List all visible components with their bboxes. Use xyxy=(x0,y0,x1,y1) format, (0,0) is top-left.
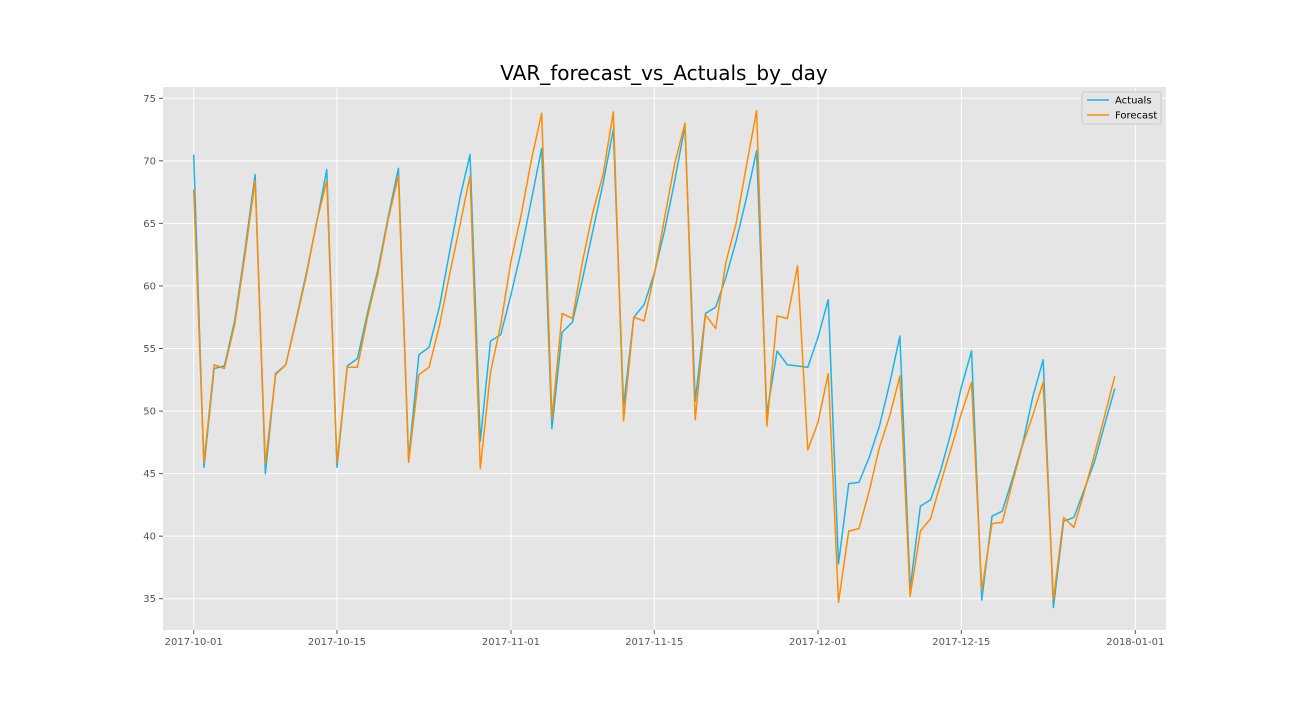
plot-area xyxy=(163,87,1166,630)
x-tick-label: 2017-11-15 xyxy=(625,637,683,648)
series-line-forecast xyxy=(192,110,1116,604)
y-tick-label: 65 xyxy=(143,219,156,230)
x-tick-label: 2017-12-15 xyxy=(932,637,990,648)
x-tick-label: 2017-11-01 xyxy=(482,637,540,648)
x-tick-label: 2018-01-01 xyxy=(1106,637,1164,648)
legend-label-forecast: Forecast xyxy=(1115,111,1157,122)
y-tick-label: 45 xyxy=(143,469,156,480)
legend: Actuals Forecast xyxy=(1081,91,1162,125)
series-layer xyxy=(192,110,1116,609)
y-tick-label: 50 xyxy=(143,407,156,418)
x-axis: 2017-10-01 2017-10-15 2017-11-01 2017-11-15… xyxy=(165,630,1164,648)
y-tick-label: 75 xyxy=(143,94,156,105)
y-tick-label: 35 xyxy=(143,594,156,605)
y-tick-label: 40 xyxy=(143,532,156,543)
x-tick-label: 2017-12-01 xyxy=(789,637,847,648)
y-tick-label: 70 xyxy=(143,156,156,167)
y-tick-label: 60 xyxy=(143,281,156,292)
x-tick-label: 2017-10-01 xyxy=(165,637,223,648)
legend-label-actuals: Actuals xyxy=(1115,96,1152,107)
y-tick-label: 55 xyxy=(143,344,156,355)
y-axis: 35 40 45 50 55 60 65 70 75 xyxy=(143,94,163,605)
x-tick-label: 2017-10-15 xyxy=(308,637,366,648)
chart-title: VAR_forecast_vs_Actuals_by_day xyxy=(500,61,828,85)
